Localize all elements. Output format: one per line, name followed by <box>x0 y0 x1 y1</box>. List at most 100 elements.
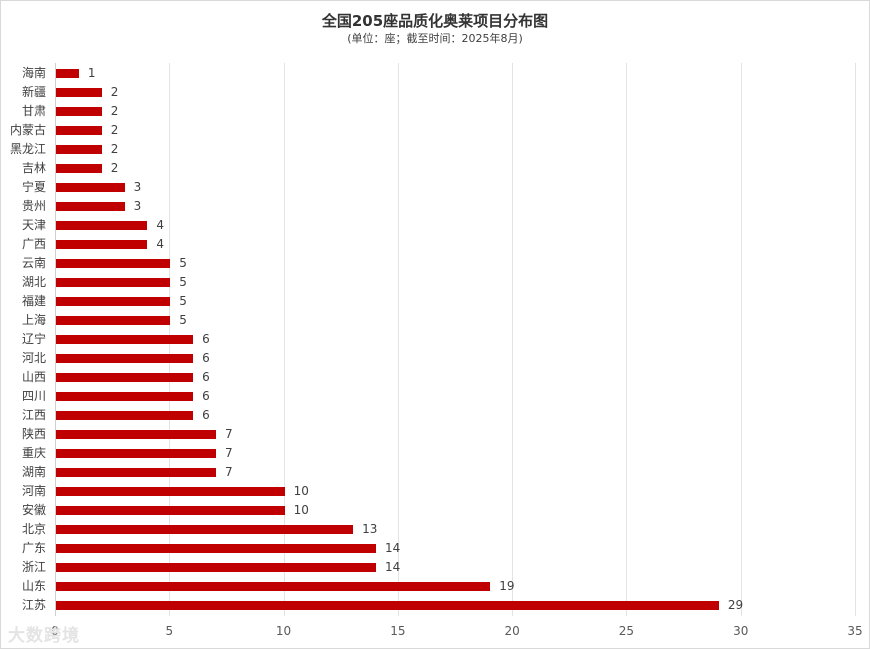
data-label: 3 <box>133 199 142 213</box>
category-label: 北京 <box>21 522 46 536</box>
category-label: 宁夏 <box>21 180 46 194</box>
data-label: 7 <box>225 446 233 460</box>
bar <box>56 410 194 420</box>
bar <box>56 448 216 458</box>
bar <box>56 277 171 287</box>
bar <box>56 429 216 439</box>
bar <box>56 163 102 173</box>
category-label: 黑龙江 <box>9 142 46 156</box>
bar <box>56 106 102 116</box>
y-axis-line <box>55 63 56 616</box>
bar <box>56 296 171 306</box>
data-label: 2 <box>110 85 119 99</box>
category-label: 天津 <box>21 218 46 232</box>
data-label: 2 <box>110 142 119 156</box>
data-label: 4 <box>156 237 165 251</box>
data-label: 5 <box>179 256 187 270</box>
bar <box>56 239 148 249</box>
bar <box>56 581 491 591</box>
bar <box>56 524 354 534</box>
data-label: 6 <box>202 389 210 403</box>
category-label: 湖南 <box>21 465 46 479</box>
bar <box>56 600 719 610</box>
category-label: 广东 <box>21 541 46 555</box>
gridline <box>626 63 628 616</box>
category-label: 新疆 <box>21 85 46 99</box>
category-label: 福建 <box>21 294 46 308</box>
bar <box>56 562 376 572</box>
category-label: 河南 <box>21 484 46 498</box>
category-label: 江苏 <box>21 598 46 612</box>
data-label: 4 <box>156 218 165 232</box>
category-label: 海南 <box>21 66 46 80</box>
data-label: 2 <box>110 123 119 137</box>
bar <box>56 372 194 382</box>
data-label: 1 <box>87 66 96 80</box>
x-tick-label: 20 <box>504 624 520 638</box>
category-label: 江西 <box>21 408 46 422</box>
category-label: 河北 <box>21 351 46 365</box>
category-label: 贵州 <box>21 199 46 213</box>
data-label: 7 <box>225 427 233 441</box>
category-label: 安徽 <box>21 503 46 517</box>
watermark: 大数跨境 <box>8 626 80 646</box>
data-label: 19 <box>499 579 515 593</box>
bar <box>56 125 102 135</box>
bar <box>56 486 285 496</box>
category-label: 陕西 <box>21 427 46 441</box>
bar <box>56 543 376 553</box>
category-label: 内蒙古 <box>9 123 46 137</box>
category-label: 辽宁 <box>21 332 46 346</box>
bar <box>56 182 125 192</box>
data-label: 10 <box>293 503 309 517</box>
gridline <box>512 63 514 616</box>
data-label: 6 <box>202 351 210 365</box>
gridline <box>855 63 856 616</box>
data-label: 13 <box>362 522 378 536</box>
x-tick-label: 5 <box>165 624 174 638</box>
category-label: 四川 <box>21 389 46 403</box>
category-label: 云南 <box>21 256 46 270</box>
category-label: 上海 <box>21 313 46 327</box>
gridline <box>283 63 285 616</box>
chart-title: 全国205座品质化奥莱项目分布图 <box>321 12 549 30</box>
category-label: 山东 <box>21 579 46 593</box>
bar <box>56 201 125 211</box>
bar <box>56 505 285 515</box>
bar <box>56 258 171 268</box>
data-label: 5 <box>179 313 187 327</box>
category-label: 湖北 <box>21 275 46 289</box>
bar <box>56 144 102 154</box>
x-tick-label: 15 <box>390 624 406 638</box>
category-label: 浙江 <box>21 560 46 574</box>
data-label: 7 <box>225 465 233 479</box>
data-label: 5 <box>179 294 187 308</box>
data-label: 29 <box>727 598 744 612</box>
x-tick-label: 0 <box>51 624 59 638</box>
x-tick-label: 35 <box>847 624 863 638</box>
bar <box>56 353 194 363</box>
data-label: 2 <box>110 104 119 118</box>
gridline <box>740 63 742 616</box>
data-label: 5 <box>179 275 187 289</box>
data-label: 10 <box>293 484 309 498</box>
category-label: 甘肃 <box>21 104 46 118</box>
data-label: 14 <box>385 541 401 555</box>
category-label: 吉林 <box>21 161 46 175</box>
data-label: 6 <box>202 408 210 422</box>
x-tick-label: 30 <box>733 624 749 638</box>
data-label: 6 <box>202 370 210 384</box>
chart-subtitle: (单位：座；截至时间：2025年8月) <box>347 32 523 45</box>
bar <box>56 87 102 97</box>
data-label: 14 <box>385 560 401 574</box>
category-label: 广西 <box>21 237 46 251</box>
category-label: 山西 <box>21 370 46 384</box>
bar <box>56 467 216 477</box>
x-tick-label: 25 <box>618 624 635 638</box>
bar <box>56 391 194 401</box>
bar <box>56 334 194 344</box>
data-label: 3 <box>133 180 142 194</box>
bar <box>56 315 171 325</box>
bar <box>56 220 148 230</box>
data-label: 6 <box>202 332 210 346</box>
